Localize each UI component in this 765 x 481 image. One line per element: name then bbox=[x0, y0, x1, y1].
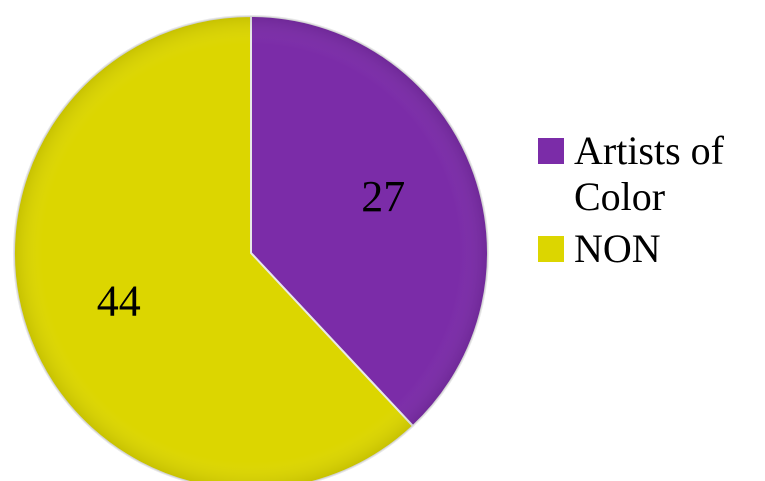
data-label-non: 44 bbox=[97, 276, 141, 325]
pie-data-labels: 27 44 bbox=[97, 172, 406, 325]
data-label-artists-of-color: 27 bbox=[361, 172, 405, 221]
legend-label-non: NON bbox=[574, 226, 661, 271]
legend-item-non: NON bbox=[538, 226, 758, 272]
legend-item-artists-of-color: Artists of Color bbox=[538, 128, 758, 220]
pie-slices bbox=[13, 14, 489, 481]
legend-swatch-artists-of-color bbox=[538, 138, 564, 164]
legend: Artists of Color NON bbox=[538, 128, 758, 278]
legend-swatch-non bbox=[538, 236, 564, 262]
legend-label-artists-of-color: Artists of Color bbox=[574, 128, 724, 219]
